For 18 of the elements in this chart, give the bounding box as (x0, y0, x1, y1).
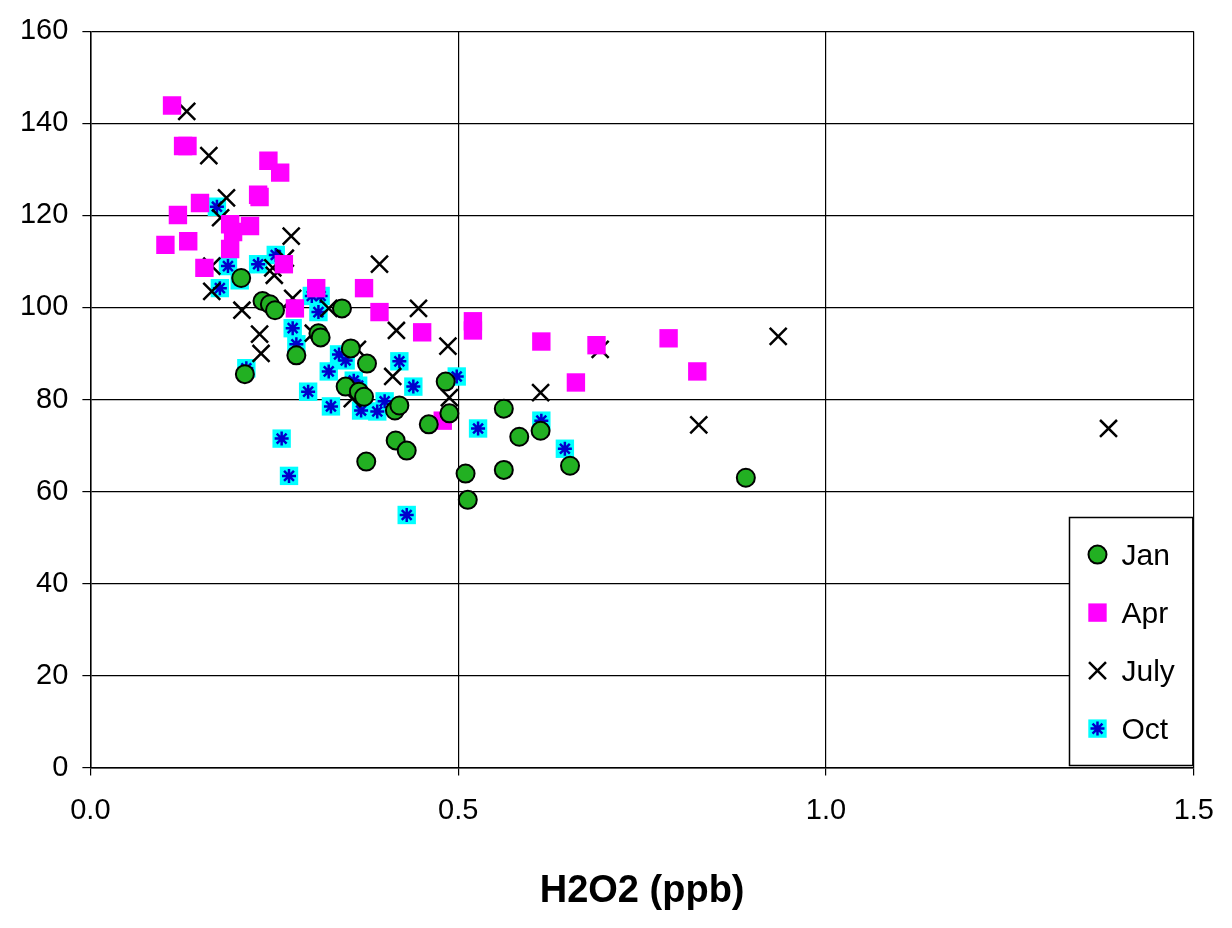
y-tick-label: 60 (36, 473, 69, 506)
y-tick-label: 160 (19, 13, 69, 46)
x-tick-label: 1.0 (805, 793, 847, 825)
legend-label: Jan (1121, 537, 1170, 571)
x-tick-label: 1.5 (1173, 793, 1215, 825)
legend-label: Apr (1121, 595, 1169, 629)
y-tick-label: 40 (36, 565, 69, 598)
x-axis-title: H2O2 (ppb) (539, 867, 745, 910)
x-tick-label: 0.5 (438, 793, 479, 825)
y-tick-label: 20 (36, 657, 69, 690)
x-tick-label: 0.0 (70, 793, 111, 825)
legend-label: Oct (1121, 711, 1169, 745)
y-tick-label: 0 (52, 749, 69, 782)
y-tick-label: 80 (36, 381, 69, 414)
y-tick-label: 120 (19, 197, 69, 230)
y-tick-label: 100 (19, 289, 69, 322)
y-tick-label: 140 (19, 105, 69, 138)
legend-label: July (1121, 653, 1175, 687)
